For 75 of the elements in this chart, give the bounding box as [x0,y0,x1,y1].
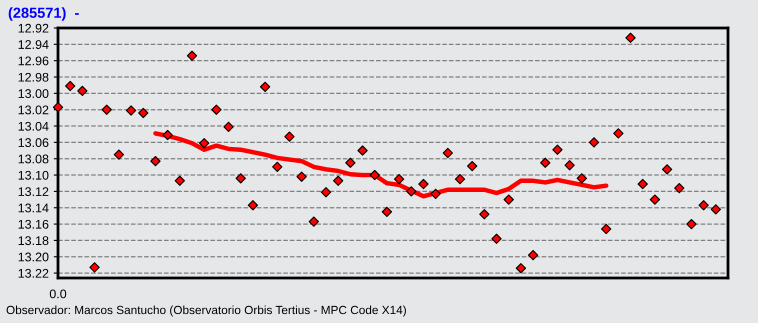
point [540,158,550,168]
x-tick-label: 0.0 [50,289,66,298]
point [89,262,100,273]
point [77,86,88,96]
point [102,104,112,115]
point [662,164,672,174]
point [260,82,270,92]
point [698,200,709,210]
line-series [153,131,608,199]
point [528,250,538,260]
point [442,148,453,158]
y-tick-label: 12.98 [18,72,48,82]
y-tick-label: 13.22 [18,268,48,278]
point [126,105,136,116]
point [236,173,246,184]
point [601,224,612,234]
point [418,178,429,190]
point [564,160,575,170]
point [150,156,161,166]
y-tick-label: 13.20 [18,252,48,262]
point [223,122,234,132]
y-tick-label: 13.06 [18,138,48,148]
point [406,186,416,197]
y-tick-label: 13.04 [18,122,49,131]
point [162,130,173,140]
point [320,187,332,198]
point [272,162,282,172]
point [638,178,648,190]
point [467,160,478,172]
point [650,194,660,205]
point [382,206,392,217]
text: Observador: Marcos Santucho (Observatorio Orbis Tertius - MPC Code X14) [6,305,406,316]
point [686,218,697,230]
point [114,149,124,160]
point [199,138,210,148]
point [588,137,600,148]
point [333,176,344,186]
y-tick-label: 12.94 [18,40,49,49]
point [174,176,185,186]
y-tick-label: 13.18 [18,236,48,246]
y-tick-label: 13.12 [18,187,48,196]
point [454,174,466,184]
point [211,104,222,115]
point [345,158,356,168]
y-tick-label: 13.14 [18,204,49,212]
y-tick-label: 12.92 [18,24,48,33]
point [248,200,258,210]
point [357,145,368,156]
y-tick-label: 13.00 [18,89,48,98]
point [613,128,624,139]
point [138,108,148,118]
y-tick-label: 13.02 [18,106,48,114]
y-tick-label: 13.16 [18,220,48,229]
y-tick-label: 13.10 [18,170,48,180]
point [491,234,502,244]
chart-title: (285571) - [8,7,79,21]
point [186,50,198,61]
point [65,80,76,92]
point [552,144,563,155]
point [625,32,636,43]
y-tick-label: 13.08 [18,154,48,164]
point [296,172,307,182]
point [516,263,526,274]
point [308,216,319,227]
point [576,173,587,184]
point [52,102,64,112]
point [504,194,514,205]
point [430,188,441,200]
y-tick-label: 12.96 [18,56,48,66]
point [479,209,490,220]
point [284,132,295,142]
point [370,170,380,180]
point [710,204,721,215]
point [394,174,404,184]
point [674,182,684,194]
